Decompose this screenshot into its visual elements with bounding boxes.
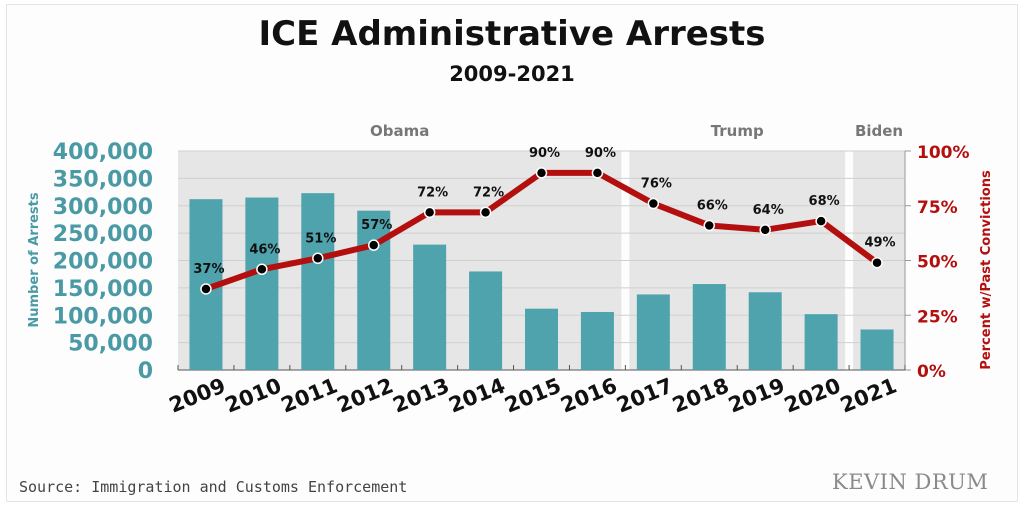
line-point-2019: [759, 224, 771, 236]
bar-2018: [692, 284, 726, 370]
line-point-2011: [312, 252, 324, 265]
line-point-2021: [871, 256, 883, 269]
data-label: 90%: [529, 146, 560, 161]
data-label: 76%: [641, 177, 672, 192]
y2-tick-label: 100%: [917, 143, 970, 163]
y2-tick-label: 0%: [917, 362, 946, 382]
bar-2016: [580, 311, 614, 370]
era-label: Obama: [370, 122, 429, 140]
x-tick-label: 2014: [445, 373, 508, 417]
x-tick-label: 2020: [781, 373, 844, 417]
line-point-2018: [703, 219, 716, 232]
data-label: 46%: [249, 242, 280, 257]
y-tick-label: 200,000: [53, 250, 153, 275]
chart-title: ICE Administrative Arrests: [258, 14, 766, 54]
y2-tick-label: 25%: [917, 307, 958, 327]
x-tick-label: 2010: [222, 373, 285, 417]
data-label: 64%: [753, 203, 784, 218]
y2-tick-label: 50%: [917, 253, 958, 273]
x-tick-label: 2009: [166, 373, 229, 417]
y2-axis-label: Percent w/Past Convictions: [979, 170, 994, 370]
y-tick-label: 150,000: [53, 277, 153, 302]
x-tick-label: 2015: [501, 373, 564, 417]
y-tick-label: 100,000: [53, 304, 153, 329]
line-point-2020: [815, 215, 827, 227]
line-point-2012: [367, 239, 380, 251]
line-point-2015: [535, 167, 548, 179]
y-axis-label: Number of Arrests: [27, 192, 42, 328]
y-tick-label: 50,000: [68, 332, 153, 357]
logo: KEVIN DRUM: [832, 470, 989, 494]
data-label: 72%: [473, 185, 504, 200]
x-tick-label: 2016: [557, 373, 620, 417]
line-point-2013: [423, 206, 436, 219]
line-point-2010: [256, 263, 268, 276]
x-tick-label: 2019: [725, 373, 788, 417]
era-label: Trump: [711, 122, 764, 140]
bar-2015: [525, 308, 558, 370]
data-label: 49%: [864, 236, 895, 251]
bar-2021: [860, 329, 894, 370]
x-tick-label: 2012: [334, 373, 397, 417]
data-label: 66%: [697, 198, 728, 213]
bar-2010: [245, 197, 279, 370]
chart-subtitle: 2009-2021: [449, 62, 575, 86]
data-label: 68%: [809, 194, 840, 209]
bar-2013: [413, 244, 447, 370]
data-label: 72%: [417, 185, 448, 200]
era-label: Biden: [855, 122, 903, 140]
bar-2012: [357, 210, 391, 370]
x-tick-label: 2018: [669, 373, 732, 417]
y-tick-label: 350,000: [53, 167, 153, 192]
y-tick-label: 400,000: [53, 140, 153, 165]
data-label: 90%: [585, 146, 616, 161]
y-tick-label: 250,000: [53, 222, 153, 247]
bar-2014: [469, 271, 503, 370]
y-tick-label: 300,000: [53, 195, 153, 220]
data-label: 57%: [361, 218, 392, 233]
line-point-2016: [591, 167, 604, 179]
data-label: 51%: [305, 231, 336, 246]
line-point-2017: [647, 197, 660, 210]
x-tick-label: 2011: [278, 373, 341, 417]
y2-tick-label: 75%: [917, 198, 958, 218]
bar-2017: [636, 294, 670, 370]
line-point-2009: [200, 283, 212, 295]
data-label: 37%: [193, 262, 224, 277]
y-tick-label: 0: [138, 359, 153, 384]
bar-2019: [748, 292, 782, 370]
x-tick-label: 2017: [613, 373, 676, 417]
x-tick-label: 2021: [837, 373, 900, 417]
source-note: Source: Immigration and Customs Enforcem…: [19, 478, 408, 496]
bar-2020: [804, 314, 838, 370]
line-point-2014: [479, 206, 492, 219]
x-tick-label: 2013: [389, 373, 452, 417]
bar-2011: [301, 193, 335, 370]
